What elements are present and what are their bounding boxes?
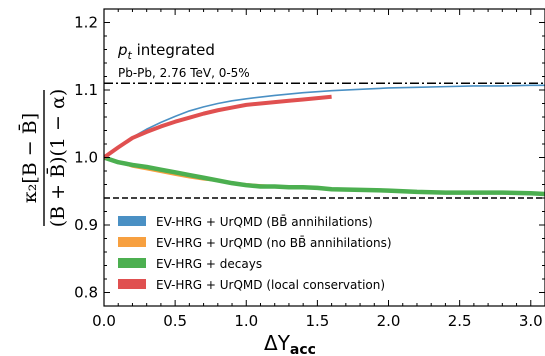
series-line-2 — [104, 155, 545, 197]
y-axis-label-denominator: (B + B̄)(1 − α) — [46, 89, 69, 228]
y-tick-label: 1.1 — [74, 81, 98, 99]
annotation-main-symbol: p — [117, 41, 128, 59]
x-axis-label-subscript: acc — [290, 342, 316, 356]
y-tick-label: 1.0 — [74, 149, 98, 167]
legend-swatch-0 — [118, 216, 146, 226]
annotation-main-subscript: t — [128, 49, 133, 62]
y-tick-label: 0.8 — [74, 284, 98, 302]
y-axis-label: κ₂[B − B̄] (B + B̄)(1 − α) — [18, 89, 69, 228]
reference-lines — [104, 82, 545, 199]
y-tick-label: 1.2 — [74, 14, 98, 32]
x-tick-label: 2.5 — [448, 312, 472, 330]
x-tick-label: 1.0 — [234, 312, 258, 330]
x-tick-label: 3.0 — [519, 312, 543, 330]
x-tick-labels: 0.0 0.5 1.0 1.5 2.0 2.5 3.0 — [92, 312, 543, 330]
legend-label-2: EV-HRG + decays — [156, 257, 262, 271]
x-axis-label-main: ΔY — [264, 331, 291, 355]
y-axis-label-numerator: κ₂[B − B̄] — [18, 113, 41, 203]
legend-swatch-3 — [118, 279, 146, 289]
annotation-main: pt integrated — [117, 41, 215, 62]
y-tick-label: 0.9 — [74, 216, 98, 234]
series-line-0 — [104, 84, 545, 159]
x-tick-label: 0.5 — [163, 312, 187, 330]
x-tick-label: 2.0 — [377, 312, 401, 330]
legend: EV-HRG + UrQMD (BB̄ annihilations) EV-HRG… — [118, 215, 392, 292]
y-tick-labels: 0.8 0.9 1.0 1.1 1.2 — [74, 14, 98, 302]
series-line-3 — [104, 94, 332, 160]
legend-swatch-1 — [118, 237, 146, 247]
legend-label-0: EV-HRG + UrQMD (BB̄ annihilations) — [156, 215, 373, 229]
legend-swatch-2 — [118, 258, 146, 268]
x-axis-label: ΔYacc — [264, 331, 316, 356]
legend-label-1: EV-HRG + UrQMD (no BB̄ annihilations) — [156, 236, 392, 250]
x-tick-label: 0.0 — [92, 312, 116, 330]
legend-label-3: EV-HRG + UrQMD (local conservation) — [156, 278, 385, 292]
series-layer — [104, 84, 545, 197]
x-tick-label: 1.5 — [305, 312, 329, 330]
annotation-sub: Pb-Pb, 2.76 TeV, 0-5% — [118, 66, 250, 80]
annotation-main-rest: integrated — [132, 41, 215, 59]
